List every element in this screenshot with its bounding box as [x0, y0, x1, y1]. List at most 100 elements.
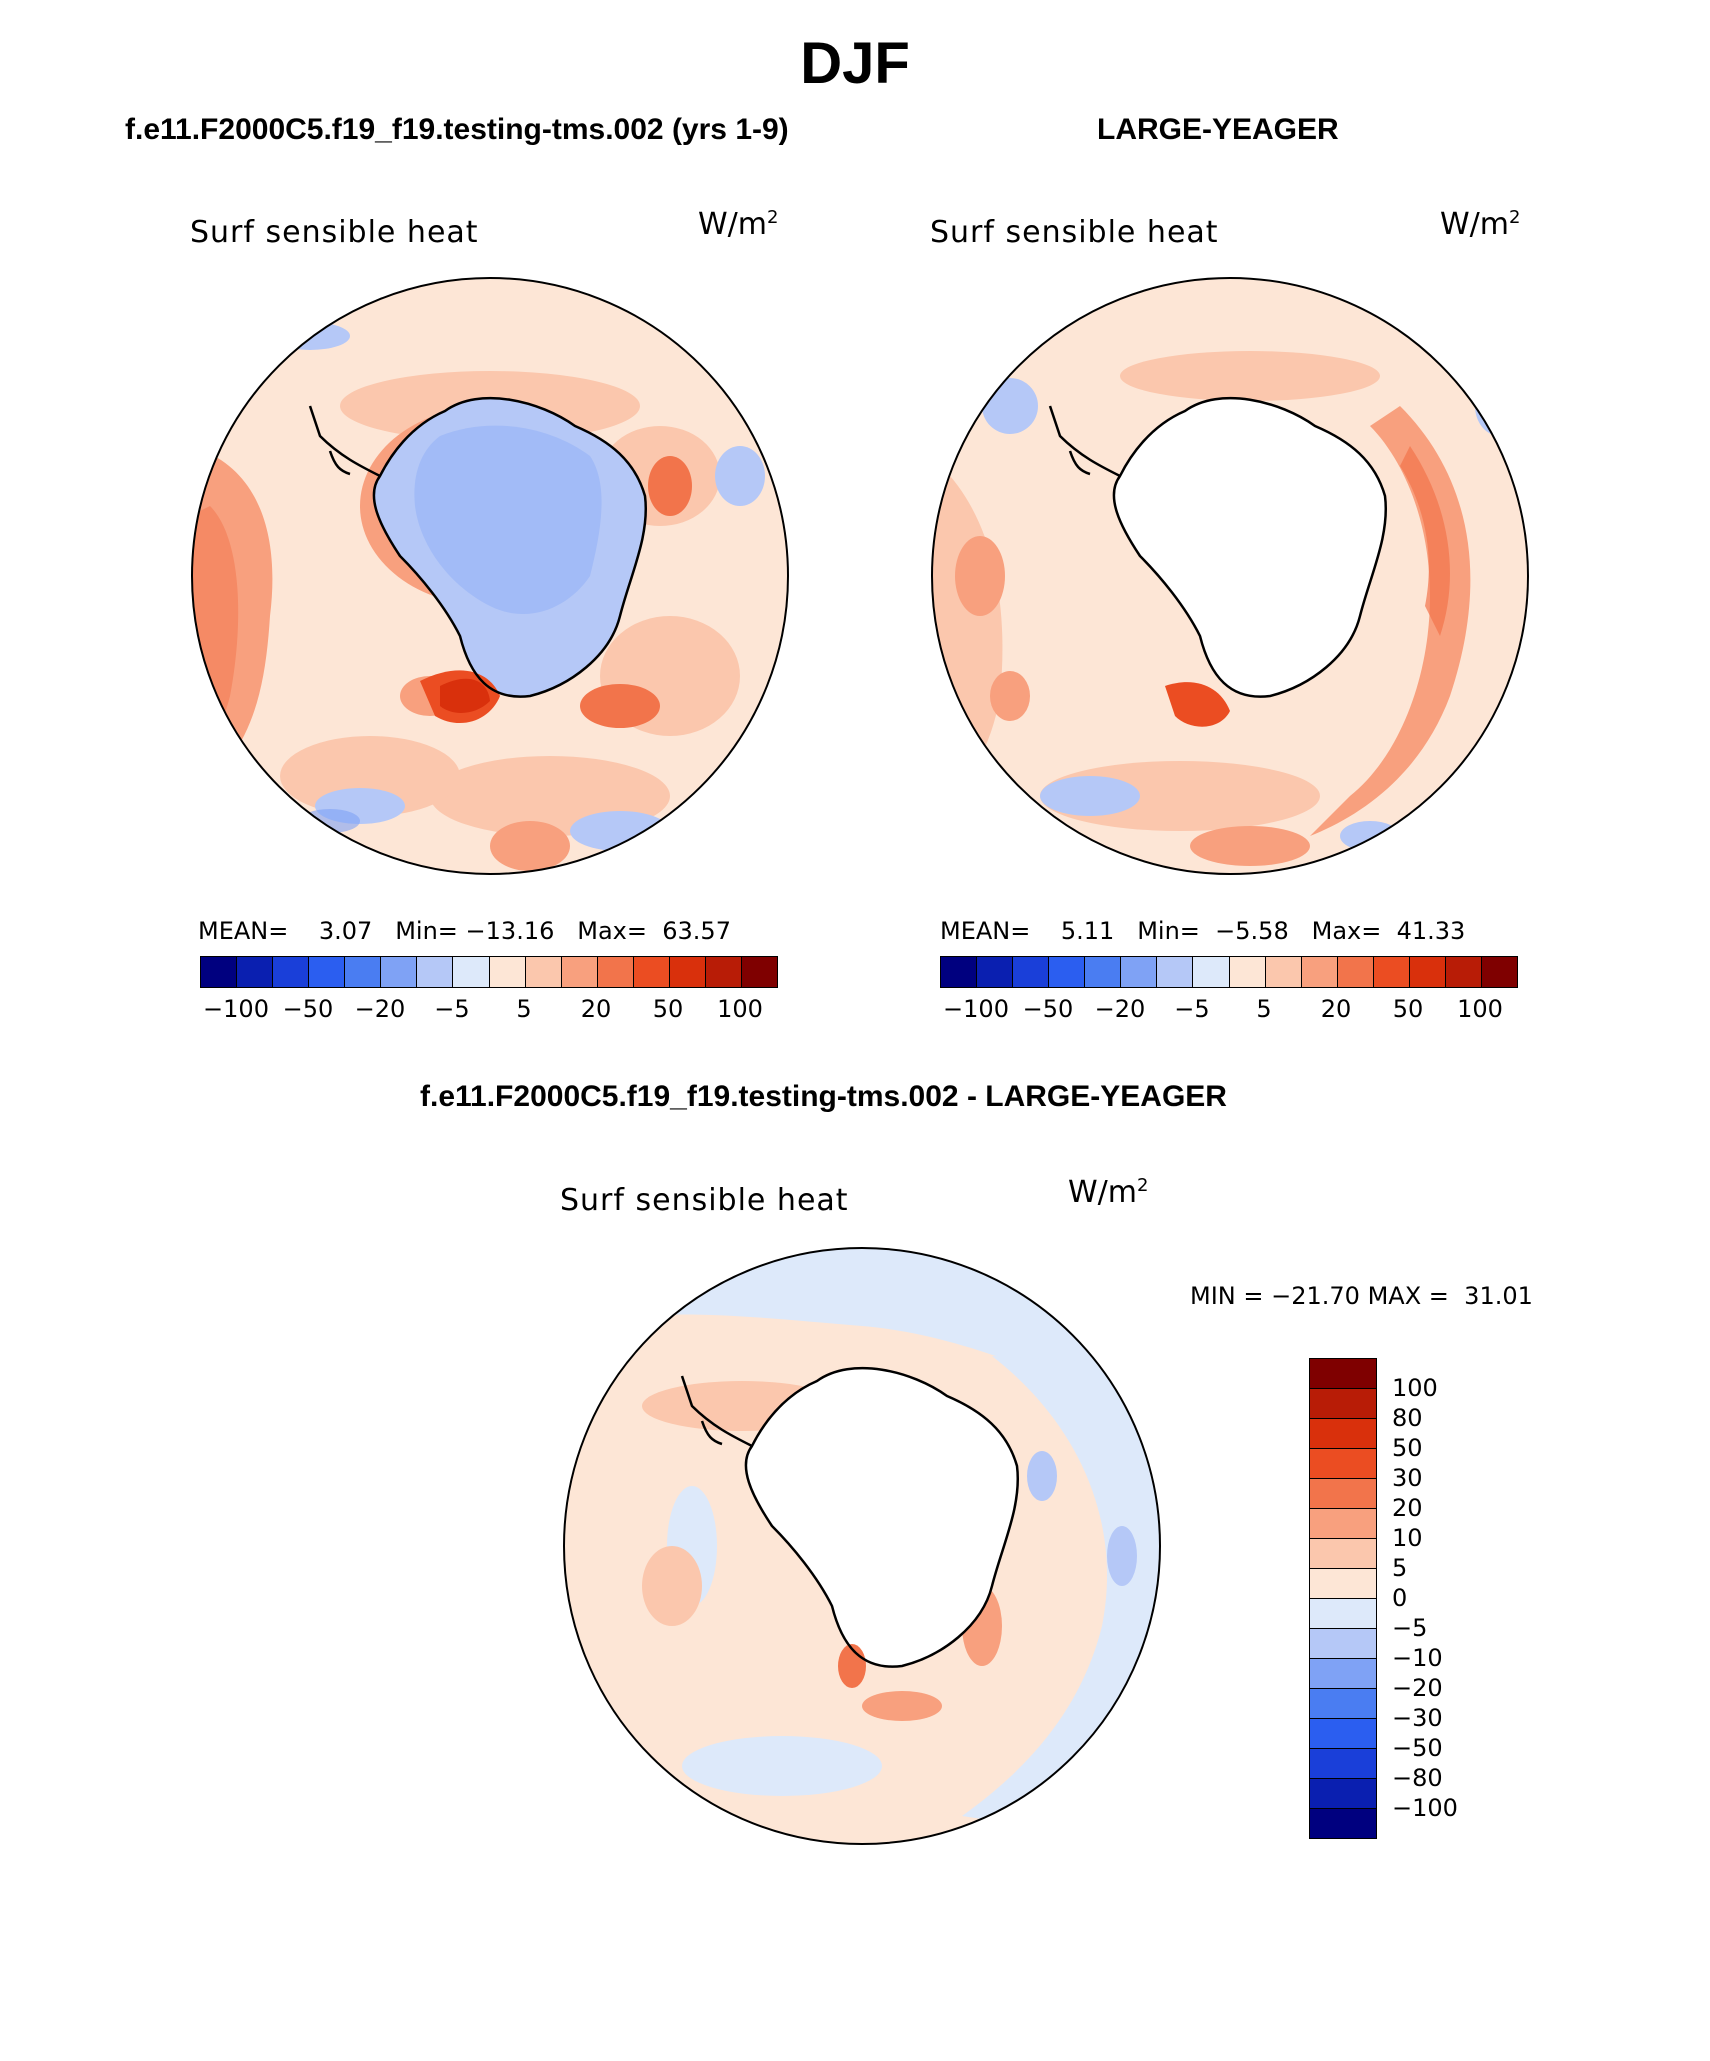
colorbar-tick-label: −50 [1392, 1734, 1443, 1762]
colorbar-tick-label: −20 [354, 995, 406, 1023]
colorbar-tick-label: −10 [1392, 1644, 1443, 1672]
colorbar-swatch [633, 957, 670, 987]
panel-2-polar-map [931, 277, 1529, 875]
colorbar-tick-label: 10 [1392, 1524, 1423, 1552]
colorbar-swatch [381, 957, 418, 987]
colorbar-tick-label: 50 [1392, 1434, 1423, 1462]
colorbar-swatch [1310, 1809, 1376, 1838]
colorbar-swatch [741, 957, 777, 987]
colorbar-swatch [1121, 957, 1158, 987]
panel-2-variable-label: Surf sensible heat [930, 215, 1219, 250]
colorbar-swatch [1373, 957, 1410, 987]
colorbar-tick-label: −20 [1392, 1674, 1443, 1702]
difference-stats: MIN = −21.70 MAX = 31.01 [1190, 1282, 1533, 1310]
difference-polar-map [563, 1247, 1161, 1845]
panel-1-case-title: f.e11.F2000C5.f19_f19.testing-tms.002 (y… [125, 113, 789, 146]
colorbar-swatch [1310, 1749, 1376, 1779]
colorbar-tick-label: −80 [1392, 1764, 1443, 1792]
colorbar-tick-label: 100 [1392, 1374, 1438, 1402]
colorbar-tick-label: −50 [282, 995, 334, 1023]
colorbar-swatch [1310, 1509, 1376, 1539]
page-title: DJF [800, 31, 910, 96]
colorbar-tick-label: 5 [1392, 1554, 1408, 1582]
difference-colorbar-ticks: 100 80 50 30 20 10 5 0 −5 −10 −20 −30 −50 −80 −100 [1392, 1358, 1512, 1838]
colorbar-swatch [1310, 1539, 1376, 1569]
colorbar-swatch [1337, 957, 1374, 987]
colorbar-swatch [525, 957, 562, 987]
colorbar-tick-label: 50 [1392, 995, 1424, 1023]
panel-2-case-title: LARGE-YEAGER [1097, 113, 1339, 146]
colorbar-swatch [1310, 1659, 1376, 1689]
colorbar-swatch [1085, 957, 1122, 987]
colorbar-swatch [1310, 1719, 1376, 1749]
colorbar-tick-label: −5 [1174, 995, 1210, 1023]
colorbar-swatch [1310, 1779, 1376, 1809]
colorbar-swatch [309, 957, 346, 987]
colorbar-tick-label: 0 [1392, 1584, 1408, 1612]
colorbar-tick-label: 100 [717, 995, 763, 1023]
colorbar-swatch [1310, 1449, 1376, 1479]
colorbar-tick-label: −100 [943, 995, 1009, 1023]
colorbar-swatch [417, 957, 454, 987]
panel-1-stats: MEAN= 3.07 Min= −13.16 Max= 63.57 [198, 917, 731, 945]
colorbar-swatch [1229, 957, 1266, 987]
colorbar-tick-label: −100 [1392, 1794, 1458, 1822]
colorbar-tick-label: 80 [1392, 1404, 1423, 1432]
colorbar-swatch [705, 957, 742, 987]
colorbar-swatch [489, 957, 526, 987]
colorbar-swatch [1301, 957, 1338, 987]
colorbar-swatch [201, 957, 238, 987]
colorbar-swatch [1013, 957, 1050, 987]
colorbar-swatch [561, 957, 598, 987]
panel-1-colorbar-ticks: −100 −50 −20 −5 5 20 50 100 [200, 995, 776, 1025]
colorbar-swatch [941, 957, 978, 987]
colorbar-swatch [977, 957, 1014, 987]
panel-1-units: W/m2 [698, 207, 779, 242]
difference-units: W/m2 [1068, 1175, 1149, 1210]
colorbar-swatch [1265, 957, 1302, 987]
colorbar-swatch [1049, 957, 1086, 987]
colorbar-swatch [1193, 957, 1230, 987]
difference-case-title: f.e11.F2000C5.f19_f19.testing-tms.002 - … [420, 1080, 1227, 1113]
colorbar-tick-label: 20 [580, 995, 612, 1023]
colorbar-swatch [669, 957, 706, 987]
colorbar-swatch [453, 957, 490, 987]
colorbar-tick-label: 50 [652, 995, 684, 1023]
colorbar-swatch [1310, 1419, 1376, 1449]
colorbar-swatch [273, 957, 310, 987]
panel-2-units: W/m2 [1440, 207, 1521, 242]
panel-2-colorbar-ticks: −100 −50 −20 −5 5 20 50 100 [940, 995, 1516, 1025]
colorbar-tick-label: 5 [1256, 995, 1272, 1023]
colorbar-swatch [1445, 957, 1482, 987]
colorbar-tick-label: −100 [203, 995, 269, 1023]
colorbar-tick-label: −50 [1022, 995, 1074, 1023]
colorbar-swatch [1409, 957, 1446, 987]
colorbar-tick-label: 5 [516, 995, 532, 1023]
colorbar-swatch [597, 957, 634, 987]
difference-colorbar [1309, 1358, 1377, 1839]
colorbar-tick-label: −20 [1094, 995, 1146, 1023]
colorbar-tick-label: 20 [1320, 995, 1352, 1023]
colorbar-swatch [1310, 1629, 1376, 1659]
panel-1-colorbar [200, 956, 778, 988]
colorbar-tick-label: 100 [1457, 995, 1503, 1023]
colorbar-tick-label: 30 [1392, 1464, 1423, 1492]
colorbar-swatch [1481, 957, 1517, 987]
colorbar-tick-label: −30 [1392, 1704, 1443, 1732]
panel-2-stats: MEAN= 5.11 Min= −5.58 Max= 41.33 [940, 917, 1466, 945]
colorbar-tick-label: −5 [434, 995, 470, 1023]
colorbar-tick-label: 20 [1392, 1494, 1423, 1522]
colorbar-swatch [1310, 1569, 1376, 1599]
panel-1-variable-label: Surf sensible heat [190, 215, 479, 250]
panel-2-colorbar [940, 956, 1518, 988]
colorbar-swatch [1310, 1479, 1376, 1509]
colorbar-tick-label: −5 [1392, 1614, 1428, 1642]
colorbar-swatch [1310, 1389, 1376, 1419]
colorbar-swatch [237, 957, 274, 987]
difference-variable-label: Surf sensible heat [560, 1183, 849, 1218]
colorbar-swatch [1310, 1359, 1376, 1389]
colorbar-swatch [345, 957, 382, 987]
colorbar-swatch [1157, 957, 1194, 987]
colorbar-swatch [1310, 1689, 1376, 1719]
colorbar-swatch [1310, 1599, 1376, 1629]
